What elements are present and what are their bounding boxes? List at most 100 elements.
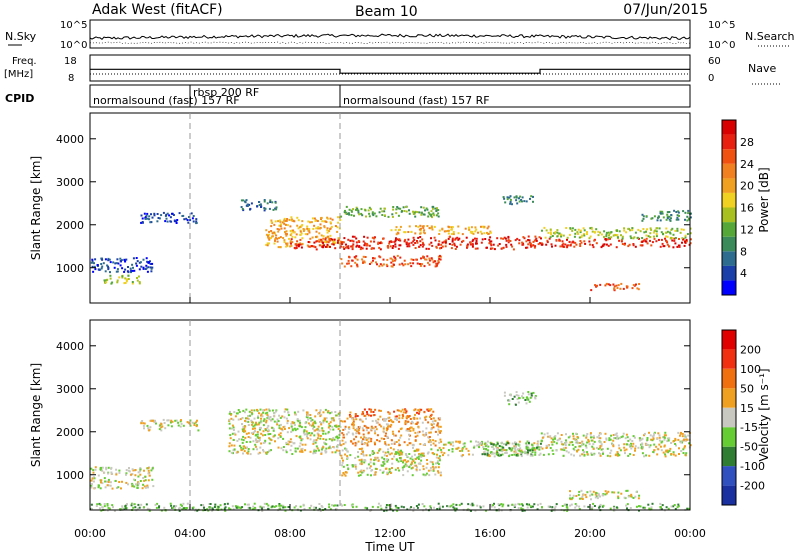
echo-cell — [400, 505, 403, 508]
echo-cell — [318, 449, 320, 452]
echo-cell — [444, 245, 447, 248]
echo-cell — [471, 230, 474, 233]
echo-cell — [505, 449, 508, 452]
echo-cell — [686, 215, 689, 218]
echo-cell — [345, 205, 348, 208]
echo-cell — [410, 231, 413, 233]
echo-cell — [329, 447, 332, 450]
echo-cell — [313, 245, 316, 248]
echo-cell — [271, 418, 274, 421]
echo-cell — [507, 504, 510, 507]
echo-cell — [398, 414, 401, 417]
echo-cell — [469, 241, 472, 244]
nave-tick-top: 60 — [708, 56, 721, 67]
echo-cell — [171, 506, 174, 509]
echo-cell — [577, 493, 580, 496]
echo-cell — [141, 221, 144, 224]
echo-cell — [432, 212, 435, 215]
echo-cell — [485, 443, 488, 446]
echo-cell — [446, 505, 449, 508]
echo-cell — [246, 204, 249, 206]
echo-cell — [533, 503, 536, 506]
echo-cell — [331, 504, 333, 507]
echo-cell — [515, 195, 518, 198]
echo-cell — [90, 467, 93, 470]
echo-cell — [616, 435, 619, 438]
echo-cell — [394, 418, 397, 421]
echo-cell — [268, 409, 271, 412]
echo-cell — [237, 409, 240, 411]
echo-cell — [492, 504, 494, 507]
echo-cell — [229, 437, 232, 440]
echo-cell — [681, 441, 683, 444]
echo-cell — [143, 469, 145, 472]
echo-cell — [599, 441, 601, 444]
echo-cell — [405, 410, 408, 413]
echo-cell — [573, 245, 576, 248]
echo-cell — [409, 457, 412, 460]
echo-cell — [565, 503, 568, 506]
power-colorbar-swatch — [722, 222, 736, 237]
echo-cell — [134, 469, 137, 471]
echo-cell — [316, 220, 319, 222]
echo-cell — [529, 242, 532, 245]
echo-cell — [574, 228, 577, 231]
echo-cell — [554, 231, 557, 234]
echo-cell — [666, 235, 669, 238]
echo-cell — [301, 243, 304, 246]
echo-cell — [183, 218, 186, 221]
echo-cell — [489, 240, 492, 243]
echo-cell — [266, 411, 269, 414]
echo-cell — [271, 505, 274, 508]
echo-cell — [370, 414, 372, 417]
echo-cell — [674, 508, 677, 510]
echo-cell — [109, 481, 112, 484]
echo-cell — [555, 239, 558, 241]
echo-cell — [144, 486, 147, 489]
power-colorbar-swatch — [722, 236, 736, 252]
echo-cell — [413, 464, 416, 467]
echo-cell — [254, 443, 257, 446]
echo-cell — [465, 236, 468, 239]
echo-cell — [422, 255, 425, 258]
echo-cell — [371, 450, 374, 453]
echo-cell — [400, 452, 403, 455]
echo-cell — [284, 509, 287, 512]
echo-cell — [351, 423, 354, 426]
echo-cell — [342, 246, 345, 249]
echo-cell — [195, 220, 198, 223]
echo-cell — [393, 259, 396, 262]
echo-cell — [165, 213, 168, 216]
echo-cell — [514, 503, 517, 506]
echo-cell — [501, 247, 504, 250]
echo-cell — [262, 419, 265, 422]
echo-cell — [414, 408, 417, 411]
echo-cell — [393, 441, 396, 444]
echo-cell — [582, 227, 585, 230]
echo-cell — [314, 415, 317, 418]
echo-cell — [372, 462, 375, 465]
echo-cell — [242, 435, 245, 438]
echo-cell — [399, 239, 402, 242]
echo-cell — [383, 431, 386, 434]
echo-cell — [657, 238, 660, 241]
echo-cell — [537, 446, 540, 449]
echo-cell — [262, 409, 265, 412]
y-tick-label: 4000 — [56, 133, 84, 146]
echo-cell — [388, 419, 391, 422]
echo-cell — [264, 439, 267, 442]
echo-cell — [526, 446, 529, 449]
echo-cell — [319, 434, 322, 437]
echo-cell — [300, 450, 303, 453]
echo-cell — [631, 287, 634, 290]
echo-cell — [451, 441, 454, 444]
echo-cell — [408, 415, 411, 417]
echo-cell — [433, 422, 435, 425]
echo-cell — [300, 439, 303, 442]
echo-cell — [249, 414, 251, 417]
echo-cell — [439, 417, 442, 420]
echo-cell — [430, 413, 433, 416]
x-tick-label: 20:00 — [574, 527, 606, 540]
nsearch-label: N.Search — [745, 30, 795, 43]
echo-cell — [363, 438, 366, 441]
